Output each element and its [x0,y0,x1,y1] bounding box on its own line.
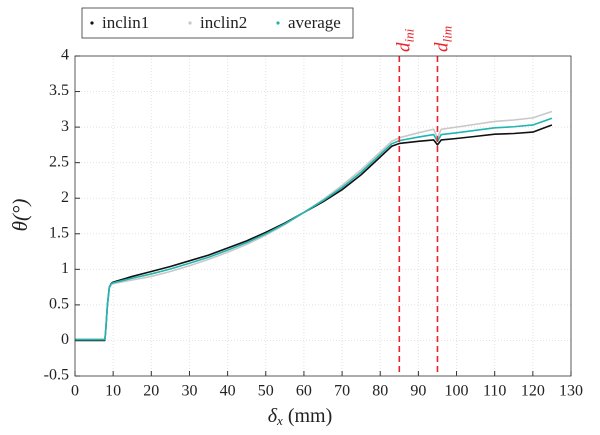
y-tick-label: 3.5 [49,82,69,99]
legend-marker [90,21,94,25]
legend-marker [276,21,280,25]
x-axis-symbol: δ [268,405,278,427]
reference-label-sub: lim [439,26,454,43]
legend-box [81,7,354,39]
y-tick-label: 1.5 [49,224,69,241]
reference-label-sub: ini [401,28,416,42]
y-tick-label: 2.5 [49,153,69,170]
plot-area [75,56,571,376]
reference-label: dini [394,28,417,52]
x-tick-label: 110 [483,383,506,400]
y-tick-label: 2 [61,189,69,206]
plot-frame [74,55,572,377]
x-tick-label: 90 [410,383,426,400]
legend-label: inclin1 [102,13,149,32]
x-tick-label: 70 [334,383,350,400]
legend-label: inclin2 [200,13,247,32]
y-tick-label: 0 [61,331,69,348]
x-tick-label: 100 [445,383,469,400]
y-tick-label: 0.5 [49,296,69,313]
x-tick-label: 50 [258,383,274,400]
reference-label-main: d [394,42,415,52]
legend-label: average [288,13,341,32]
series-line [75,117,553,341]
x-axis-unit: (mm) [288,405,332,427]
y-axis-label: θ(°) [8,199,32,232]
legend: inclin1 inclin2 average [81,7,354,39]
x-tick-label: 80 [372,383,388,400]
x-tick-label: 30 [181,383,197,400]
y-tick-label: -0.5 [44,367,69,384]
x-axis-subscript: x [276,413,283,428]
legend-marker [188,21,192,25]
x-tick-label: 20 [143,383,159,400]
x-tick-label: 60 [296,383,312,400]
x-tick-label: 10 [105,383,121,400]
x-tick-label: 130 [559,383,583,400]
x-tick-label: 120 [521,383,545,400]
x-tick-label: 0 [71,383,79,400]
y-tick-label: 1 [61,260,69,277]
reference-label: dlim [432,26,455,52]
y-tick-label: 3 [61,118,69,135]
x-axis-label: δx (mm) [268,405,333,428]
y-tick-label: 4 [61,47,69,64]
x-tick-label: 40 [220,383,236,400]
reference-label-main: d [432,42,453,52]
